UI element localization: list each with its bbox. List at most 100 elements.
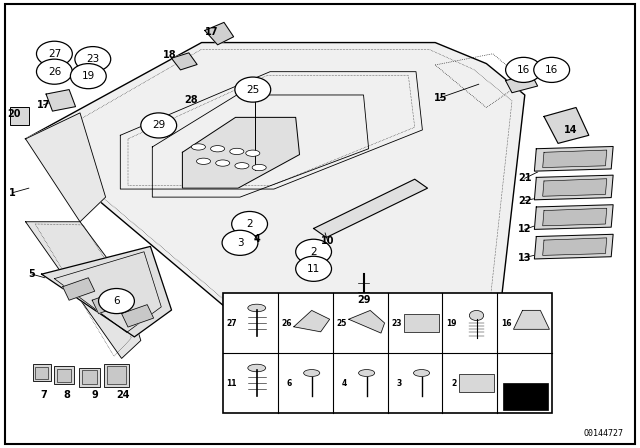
Ellipse shape xyxy=(235,163,249,169)
Text: 15: 15 xyxy=(433,93,447,103)
Ellipse shape xyxy=(196,158,211,164)
Text: 2: 2 xyxy=(246,219,253,229)
Ellipse shape xyxy=(248,364,266,372)
Text: 27: 27 xyxy=(48,49,61,59)
Ellipse shape xyxy=(246,150,260,156)
Circle shape xyxy=(222,230,258,255)
Text: 4: 4 xyxy=(342,379,347,388)
Circle shape xyxy=(99,289,134,314)
Polygon shape xyxy=(42,246,172,337)
Text: 8: 8 xyxy=(64,390,70,400)
Bar xyxy=(35,367,48,379)
Text: 13: 13 xyxy=(518,253,532,263)
Polygon shape xyxy=(172,53,197,70)
Text: 26: 26 xyxy=(282,319,292,327)
Circle shape xyxy=(36,59,72,84)
Text: 23: 23 xyxy=(392,319,402,327)
Text: 12: 12 xyxy=(518,224,532,234)
Text: 22: 22 xyxy=(518,196,532,206)
Polygon shape xyxy=(544,108,589,143)
Polygon shape xyxy=(506,74,538,93)
Ellipse shape xyxy=(230,148,244,155)
Polygon shape xyxy=(294,310,330,332)
Polygon shape xyxy=(26,43,525,403)
Polygon shape xyxy=(26,113,106,222)
Polygon shape xyxy=(122,305,154,327)
Polygon shape xyxy=(543,179,607,196)
Bar xyxy=(54,366,74,384)
Text: 7: 7 xyxy=(40,390,47,400)
Text: 11: 11 xyxy=(227,379,237,388)
Ellipse shape xyxy=(413,370,429,376)
Text: 19: 19 xyxy=(446,319,457,327)
Text: 2: 2 xyxy=(452,379,457,388)
Polygon shape xyxy=(534,146,613,171)
Text: 3: 3 xyxy=(397,379,402,388)
Polygon shape xyxy=(543,208,607,226)
Bar xyxy=(107,366,126,384)
Text: 2: 2 xyxy=(310,247,317,257)
Text: 16: 16 xyxy=(545,65,558,75)
Ellipse shape xyxy=(303,370,320,376)
Text: 11: 11 xyxy=(307,264,320,274)
Circle shape xyxy=(36,41,72,66)
Text: 14: 14 xyxy=(564,125,578,135)
Text: 28: 28 xyxy=(184,95,198,105)
Circle shape xyxy=(235,77,271,102)
Text: 4: 4 xyxy=(254,234,260,244)
Text: 25: 25 xyxy=(246,85,259,95)
Circle shape xyxy=(70,64,106,89)
Text: 6: 6 xyxy=(113,296,120,306)
Bar xyxy=(404,314,440,332)
Text: 23: 23 xyxy=(86,54,99,64)
Bar xyxy=(57,369,71,382)
Polygon shape xyxy=(543,238,607,255)
Text: O0144727: O0144727 xyxy=(584,429,624,438)
Text: 26: 26 xyxy=(48,67,61,77)
Text: 9: 9 xyxy=(92,390,98,400)
Bar xyxy=(79,368,100,387)
Bar xyxy=(10,107,29,125)
Text: 29: 29 xyxy=(356,295,371,305)
Bar xyxy=(459,374,495,392)
Ellipse shape xyxy=(216,160,230,166)
Circle shape xyxy=(506,57,541,82)
Polygon shape xyxy=(543,150,607,168)
Polygon shape xyxy=(534,234,613,259)
Text: 27: 27 xyxy=(227,319,237,327)
Polygon shape xyxy=(92,291,124,314)
Polygon shape xyxy=(314,179,428,237)
Bar xyxy=(223,293,552,413)
Text: 6: 6 xyxy=(287,379,292,388)
Ellipse shape xyxy=(252,164,266,171)
Polygon shape xyxy=(534,205,613,229)
Text: 24: 24 xyxy=(116,390,130,400)
Text: 5: 5 xyxy=(29,269,35,279)
Polygon shape xyxy=(63,278,95,300)
Text: 18: 18 xyxy=(163,50,177,60)
Text: 10: 10 xyxy=(321,236,335,246)
Ellipse shape xyxy=(358,370,374,376)
Text: 1: 1 xyxy=(10,188,16,198)
Polygon shape xyxy=(26,222,141,358)
Bar xyxy=(82,370,97,384)
Circle shape xyxy=(296,239,332,264)
Polygon shape xyxy=(182,117,300,188)
Circle shape xyxy=(469,310,484,320)
Text: 20: 20 xyxy=(7,109,21,119)
Ellipse shape xyxy=(248,304,266,312)
Bar xyxy=(33,364,51,381)
Ellipse shape xyxy=(191,144,205,150)
Text: 25: 25 xyxy=(337,319,347,327)
Polygon shape xyxy=(46,90,76,111)
Text: 29: 29 xyxy=(152,121,165,130)
Text: 16: 16 xyxy=(501,319,512,327)
Bar xyxy=(104,364,129,387)
Text: 17: 17 xyxy=(204,27,218,37)
Polygon shape xyxy=(349,310,385,333)
Polygon shape xyxy=(534,175,613,200)
Text: 19: 19 xyxy=(82,71,95,81)
Bar xyxy=(503,383,548,410)
Circle shape xyxy=(232,211,268,237)
Circle shape xyxy=(75,47,111,72)
